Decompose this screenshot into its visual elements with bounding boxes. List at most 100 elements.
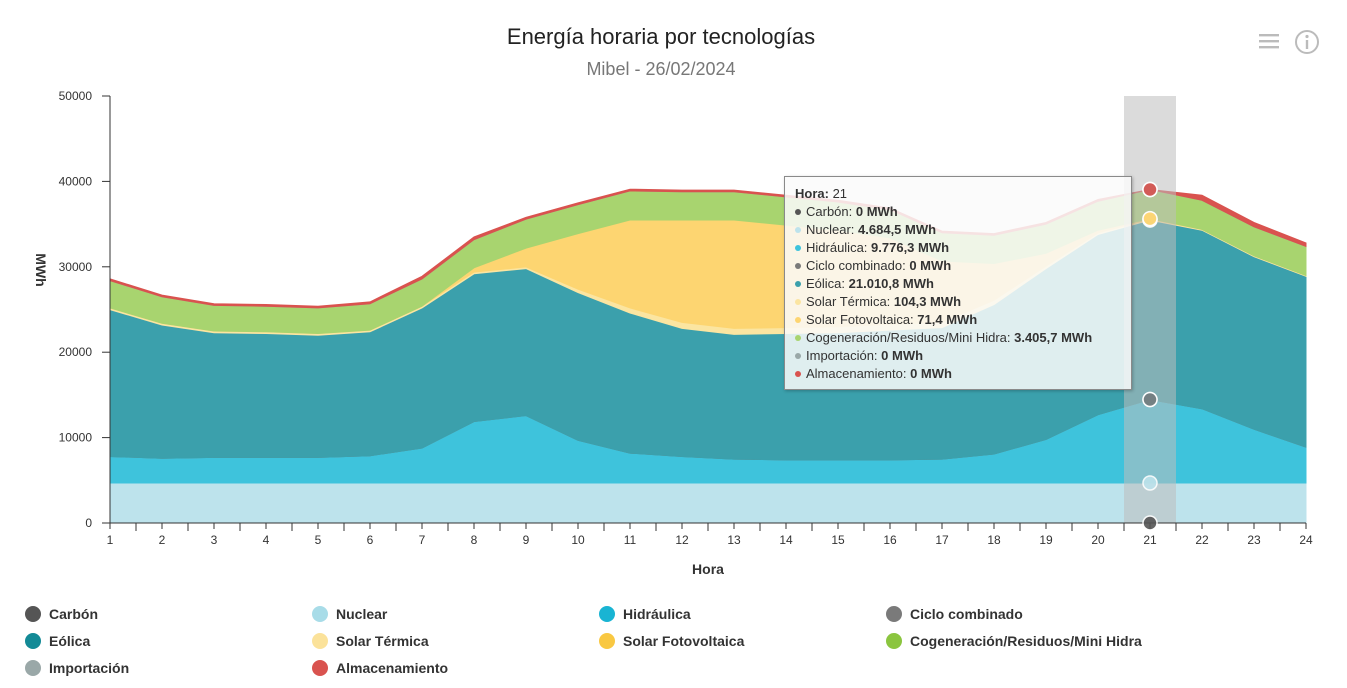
tooltip-label: Almacenamiento: [806, 366, 907, 381]
tooltip-value: 4.684,5 MWh [854, 222, 937, 237]
tooltip-row-solar_fv: Solar Fotovoltaica: 71,4 MWh [795, 311, 1121, 329]
tooltip-value: 71,4 MWh [913, 312, 978, 327]
tooltip-row-hidraulica: Hidráulica: 9.776,3 MWh [795, 239, 1121, 257]
series-dot-icon [795, 244, 801, 251]
tooltip-label: Solar Fotovoltaica: [806, 312, 914, 327]
chart-title: Energía horaria por tecnologías [506, 24, 816, 49]
tooltip-label: Solar Térmica: [806, 294, 891, 309]
tooltip-row-carbon: Carbón: 0 MWh [795, 203, 1121, 221]
x-tick-label: 13 [727, 533, 741, 547]
legend-dot-icon [25, 660, 41, 677]
legend-item-ciclo[interactable]: Ciclo combinado [886, 604, 1023, 624]
x-tick-label: 1 [107, 533, 114, 547]
x-tick-label: 23 [1247, 533, 1261, 547]
x-tick-label: 19 [1039, 533, 1053, 547]
legend-dot-icon [312, 606, 328, 623]
marker-almacenamiento [1142, 181, 1158, 198]
legend-item-almacenamiento[interactable]: Almacenamiento [312, 658, 448, 678]
tooltip-value: 3.405,7 MWh [1010, 330, 1093, 345]
legend-dot-icon [599, 633, 615, 650]
x-tick-label: 14 [779, 533, 793, 547]
x-tick-label: 5 [315, 533, 322, 547]
y-tick-label: 30000 [59, 260, 93, 274]
x-tick-label: 7 [419, 533, 426, 547]
x-tick-label: 17 [935, 533, 949, 547]
tooltip-value: 0 MWh [906, 366, 952, 381]
legend-item-carbon[interactable]: Carbón [25, 604, 98, 624]
area-almacenamiento [109, 188, 1307, 309]
y-tick-label: 10000 [59, 431, 93, 445]
tooltip-value: 21.010,8 MWh [845, 276, 934, 291]
hamburger-menu-icon[interactable] [1258, 32, 1280, 50]
legend-dot-icon [312, 660, 328, 677]
x-tick-label: 18 [987, 533, 1001, 547]
legend-label: Cogeneración/Residuos/Mini Hidra [910, 633, 1142, 649]
tooltip: Hora: 21 Carbón: 0 MWh Nuclear: 4.684,5 M… [784, 176, 1132, 390]
tooltip-value: 104,3 MWh [890, 294, 962, 309]
series-dot-icon [795, 208, 801, 215]
tooltip-label: Cogeneración/Residuos/Mini Hidra: [806, 330, 1011, 345]
tooltip-label: Ciclo combinado: [806, 258, 906, 273]
x-tick-label: 4 [263, 533, 270, 547]
legend-label: Solar Térmica [336, 633, 429, 649]
hover-band [1124, 96, 1176, 523]
series-dot-icon [795, 370, 801, 377]
marker-nuclear [1142, 475, 1158, 491]
legend-item-hidraulica[interactable]: Hidráulica [599, 604, 691, 624]
legend-label: Carbón [49, 606, 98, 622]
legend-label: Importación [49, 660, 130, 676]
tooltip-value: 0 MWh [852, 204, 898, 219]
x-tick-label: 12 [675, 533, 689, 547]
marker-ciclo [1142, 391, 1158, 408]
x-tick-label: 6 [367, 533, 374, 547]
legend-label: Solar Fotovoltaica [623, 633, 745, 649]
legend-label: Nuclear [336, 606, 388, 622]
legend-label: Almacenamiento [336, 660, 449, 676]
legend-label: Ciclo combinado [910, 606, 1023, 622]
legend-dot-icon [886, 633, 902, 650]
legend-item-solar_fv[interactable]: Solar Fotovoltaica [599, 631, 744, 651]
tooltip-row-importacion: Importación: 0 MWh [795, 347, 1121, 365]
info-circle-icon[interactable] [1294, 29, 1320, 55]
legend-dot-icon [886, 606, 902, 623]
tooltip-header-value: 21 [832, 186, 848, 201]
tooltip-value: 0 MWh [877, 348, 924, 363]
tooltip-row-eolica: Eólica: 21.010,8 MWh [795, 275, 1121, 293]
x-tick-label: 21 [1143, 533, 1157, 547]
series-dot-icon [795, 280, 801, 287]
legend-dot-icon [25, 606, 41, 623]
marker-carbon [1142, 515, 1158, 531]
legend-item-eolica[interactable]: Eólica [25, 631, 90, 651]
x-tick-label: 20 [1091, 533, 1105, 547]
legend-item-solar_termica[interactable]: Solar Térmica [312, 631, 429, 651]
y-tick-label: 40000 [59, 174, 93, 188]
tooltip-row-solar_termica: Solar Térmica: 104,3 MWh [795, 293, 1121, 311]
tooltip-label: Hidráulica: [806, 240, 868, 255]
series-dot-icon [795, 226, 801, 233]
series-dot-icon [795, 352, 801, 359]
legend-dot-icon [312, 633, 328, 650]
x-tick-label: 2 [159, 533, 166, 547]
y-axis-title: MWh [33, 253, 49, 286]
tooltip-label: Eólica: [806, 276, 846, 291]
tooltip-row-ciclo: Ciclo combinado: 0 MWh [795, 257, 1121, 275]
tooltip-label: Nuclear: [806, 222, 855, 237]
x-tick-label: 15 [831, 533, 845, 547]
legend-label: Hidráulica [623, 606, 691, 622]
chart-subtitle: Mibel - 26/02/2024 [586, 59, 736, 79]
tooltip-row-almacenamiento: Almacenamiento: 0 MWh [795, 365, 1121, 383]
y-tick-label: 20000 [59, 345, 93, 359]
legend-dot-icon [599, 606, 615, 623]
tooltip-row-cogeneracion: Cogeneración/Residuos/Mini Hidra: 3.405,… [795, 329, 1121, 347]
x-tick-label: 8 [471, 533, 478, 547]
x-tick-label: 22 [1195, 533, 1209, 547]
series-dot-icon [795, 298, 801, 305]
legend-item-nuclear[interactable]: Nuclear [312, 604, 387, 624]
legend-item-importacion[interactable]: Importación [25, 658, 129, 678]
legend-item-cogeneracion[interactable]: Cogeneración/Residuos/Mini Hidra [886, 631, 1142, 651]
series-dot-icon [795, 262, 801, 269]
x-tick-label: 16 [883, 533, 897, 547]
tooltip-header-label: Hora: [795, 186, 829, 201]
